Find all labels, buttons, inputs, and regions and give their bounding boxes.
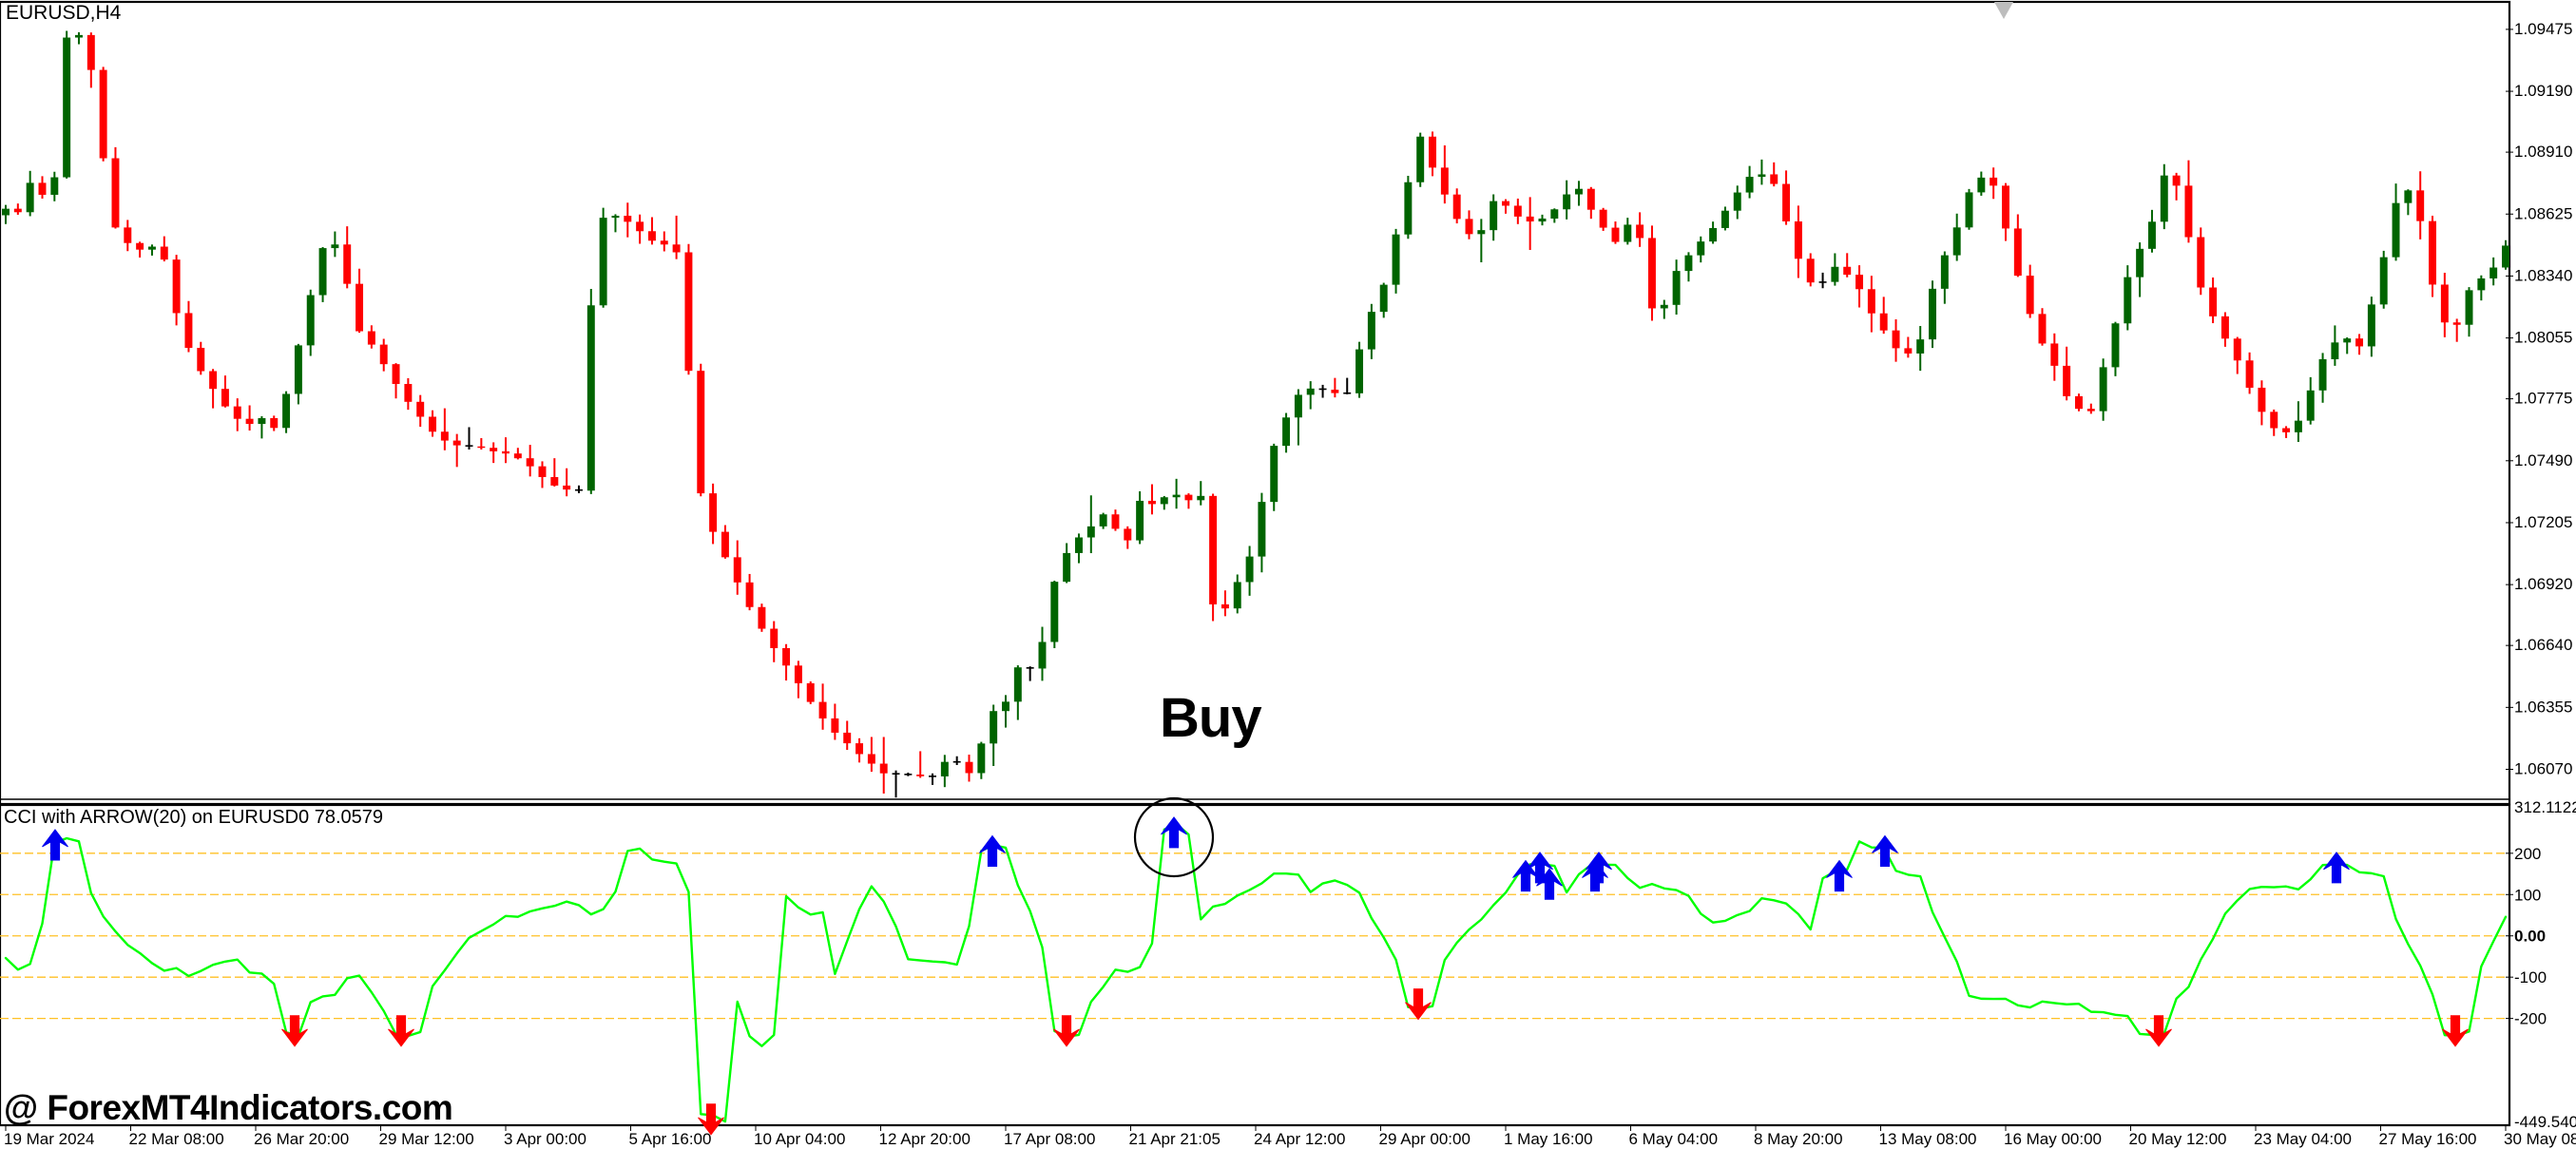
- svg-text:17 Apr 08:00: 17 Apr 08:00: [1004, 1130, 1095, 1148]
- svg-text:23 May 04:00: 23 May 04:00: [2254, 1130, 2352, 1148]
- svg-text:-100: -100: [2514, 968, 2547, 986]
- svg-text:6 May 04:00: 6 May 04:00: [1629, 1130, 1719, 1148]
- svg-text:@ ForexMT4Indicators.com: @ ForexMT4Indicators.com: [4, 1088, 452, 1127]
- svg-text:1.07490: 1.07490: [2514, 451, 2572, 469]
- svg-text:1.07205: 1.07205: [2514, 513, 2572, 531]
- svg-text:19 Mar 2024: 19 Mar 2024: [4, 1130, 94, 1148]
- svg-text:-449.5402: -449.5402: [2514, 1113, 2576, 1131]
- svg-text:30 May 08:00: 30 May 08:00: [2504, 1130, 2576, 1148]
- svg-text:1.06070: 1.06070: [2514, 760, 2572, 778]
- svg-text:1.06920: 1.06920: [2514, 575, 2572, 593]
- svg-text:200: 200: [2514, 845, 2541, 863]
- svg-text:312.1122: 312.1122: [2514, 798, 2576, 816]
- svg-text:12 Apr 20:00: 12 Apr 20:00: [879, 1130, 971, 1148]
- svg-text:1.07775: 1.07775: [2514, 390, 2572, 408]
- svg-text:8 May 20:00: 8 May 20:00: [1754, 1130, 1843, 1148]
- svg-text:1.09190: 1.09190: [2514, 82, 2572, 100]
- svg-text:24 Apr 12:00: 24 Apr 12:00: [1254, 1130, 1345, 1148]
- svg-text:-200: -200: [2514, 1010, 2547, 1028]
- svg-text:1.06355: 1.06355: [2514, 698, 2572, 716]
- svg-text:1.06640: 1.06640: [2514, 636, 2572, 654]
- svg-text:13 May 08:00: 13 May 08:00: [1879, 1130, 1977, 1148]
- svg-text:3 Apr 00:00: 3 Apr 00:00: [504, 1130, 586, 1148]
- svg-text:20 May 12:00: 20 May 12:00: [2129, 1130, 2227, 1148]
- svg-text:29 Mar 12:00: 29 Mar 12:00: [379, 1130, 474, 1148]
- svg-text:Buy: Buy: [1160, 687, 1261, 749]
- svg-text:1.08625: 1.08625: [2514, 204, 2572, 222]
- svg-text:27 May 16:00: 27 May 16:00: [2379, 1130, 2477, 1148]
- svg-text:5 Apr 16:00: 5 Apr 16:00: [629, 1130, 712, 1148]
- svg-text:1.09475: 1.09475: [2514, 20, 2572, 38]
- svg-text:0.00: 0.00: [2514, 928, 2546, 946]
- svg-text:29 Apr 00:00: 29 Apr 00:00: [1379, 1130, 1471, 1148]
- svg-text:CCI with ARROW(20) on EURUSD0: CCI with ARROW(20) on EURUSD0 78.0579: [4, 807, 383, 828]
- svg-text:1 May 16:00: 1 May 16:00: [1504, 1130, 1593, 1148]
- svg-text:26 Mar 20:00: 26 Mar 20:00: [254, 1130, 349, 1148]
- svg-text:100: 100: [2514, 886, 2541, 904]
- svg-text:22 Mar 08:00: 22 Mar 08:00: [129, 1130, 224, 1148]
- svg-text:1.08340: 1.08340: [2514, 266, 2572, 284]
- svg-text:EURUSD,H4: EURUSD,H4: [6, 2, 122, 24]
- svg-text:1.08055: 1.08055: [2514, 329, 2572, 347]
- svg-text:21 Apr 21:05: 21 Apr 21:05: [1129, 1130, 1221, 1148]
- svg-text:1.08910: 1.08910: [2514, 143, 2572, 161]
- svg-text:16 May 00:00: 16 May 00:00: [2004, 1130, 2102, 1148]
- svg-text:10 Apr 04:00: 10 Apr 04:00: [754, 1130, 845, 1148]
